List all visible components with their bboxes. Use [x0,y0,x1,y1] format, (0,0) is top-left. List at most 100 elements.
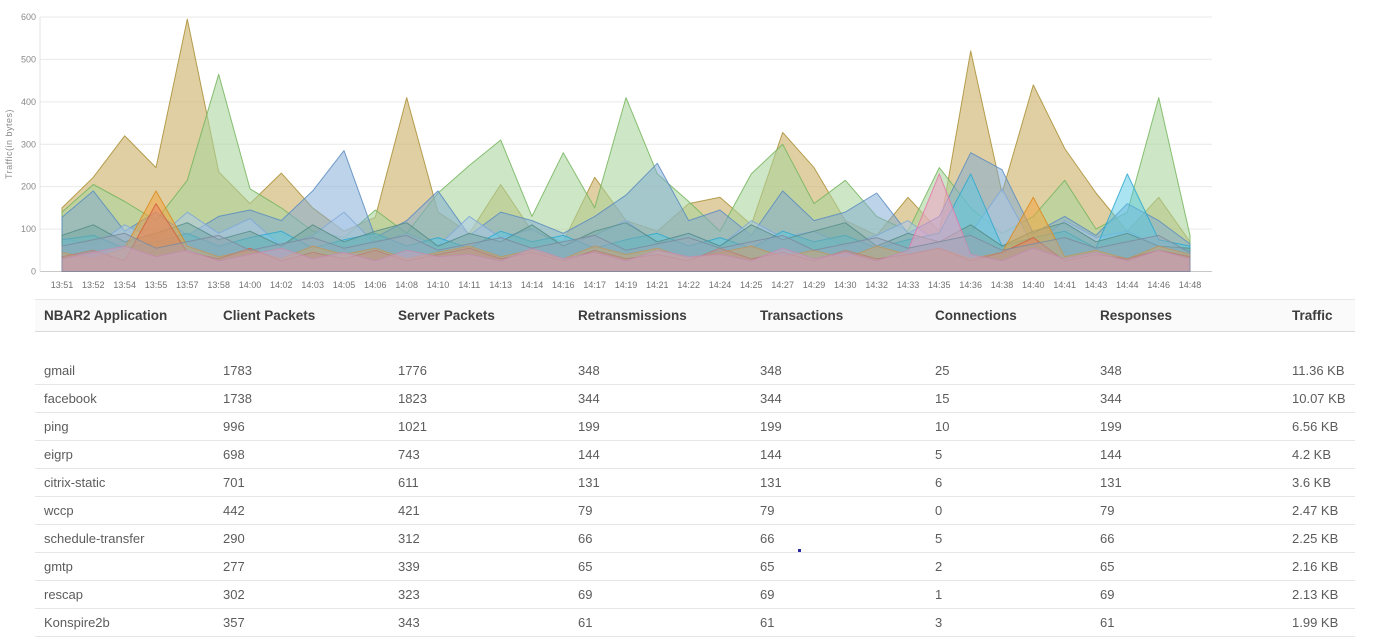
x-tick-label: 14:40 [1022,280,1045,290]
value-cell: 65 [751,552,926,581]
value-cell: 1776 [389,357,569,385]
value-cell: 2 [926,552,1091,581]
x-tick-label: 14:11 [458,280,480,290]
x-tick-label: 14:13 [489,280,512,290]
x-tick-label: 14:19 [615,280,638,290]
value-cell: 65 [569,552,751,581]
value-cell: 61 [569,608,751,637]
value-cell: 6 [926,468,1091,497]
value-cell: 2.13 KB [1283,580,1355,609]
value-cell: 344 [751,384,926,413]
y-tick-label: 400 [21,97,36,107]
series-area-konspire2b[interactable] [61,232,1191,272]
value-cell: 2.16 KB [1283,552,1355,581]
value-cell: 323 [389,580,569,609]
table-row-konspire2b[interactable]: Konspire2b 357 343 61 61 3 61 1.99 KB [35,608,1355,637]
app-name-cell: rescap [35,580,214,609]
x-tick-label: 14:46 [1147,280,1170,290]
value-cell: 442 [214,496,389,525]
app-name-cell: Konspire2b [35,608,214,637]
table-row-rescap[interactable]: rescap 302 323 69 69 1 69 2.13 KB [35,580,1355,609]
x-tick-label: 14:21 [646,280,669,290]
value-cell: 277 [214,552,389,581]
x-tick-label: 13:52 [82,280,105,290]
stray-dot-artifact [798,549,801,552]
col-header-connections[interactable]: Connections [926,299,1091,332]
value-cell: 11.36 KB [1283,357,1355,385]
value-cell: 344 [1091,384,1283,413]
table-row-gmtp[interactable]: gmtp 277 339 65 65 2 65 2.16 KB [35,552,1355,581]
col-header-traffic[interactable]: Traffic [1283,299,1355,332]
x-tick-label: 14:30 [834,280,857,290]
table-row-wccp[interactable]: wccp 442 421 79 79 0 79 2.47 KB [35,496,1355,525]
col-header-responses[interactable]: Responses [1091,299,1283,332]
value-cell: 69 [1091,580,1283,609]
x-tick-label: 14:00 [239,280,262,290]
col-header-retransmissions[interactable]: Retransmissions [569,299,751,332]
x-tick-label: 14:05 [333,280,356,290]
table-row-facebook[interactable]: facebook 1738 1823 344 344 15 344 10.07 KB [35,384,1355,413]
value-cell: 199 [1091,412,1283,441]
x-tick-label: 14:10 [427,280,450,290]
table-row-citrix-static[interactable]: citrix-static 701 611 131 131 6 131 3.6 KB [35,468,1355,497]
value-cell: 698 [214,440,389,469]
value-cell: 344 [569,384,751,413]
nbar2-application-table-section: NBAR2 Application Client Packets Server Pa… [35,299,1355,637]
value-cell: 10.07 KB [1283,384,1355,413]
app-name-cell: eigrp [35,440,214,469]
value-cell: 25 [926,357,1091,385]
value-cell: 5 [926,440,1091,469]
value-cell: 348 [751,357,926,385]
col-header-transactions[interactable]: Transactions [751,299,926,332]
value-cell: 144 [1091,440,1283,469]
y-tick-label: 300 [21,139,36,149]
value-cell: 66 [1091,524,1283,553]
value-cell: 743 [389,440,569,469]
value-cell: 996 [214,412,389,441]
value-cell: 302 [214,580,389,609]
table-row-gmail[interactable]: gmail 1783 1776 348 348 25 348 11.36 KB [35,357,1355,385]
value-cell: 15 [926,384,1091,413]
app-name-cell: citrix-static [35,468,214,497]
traffic-area-chart[interactable]: 0 100 200 300 400 500 600 13:51 13:52 13:54 13:55 1… [0,0,1397,299]
x-tick-label: 14:35 [928,280,951,290]
value-cell: 6.56 KB [1283,412,1355,441]
value-cell: 4.2 KB [1283,440,1355,469]
y-axis-title: Traffic(in bytes) [4,109,14,179]
value-cell: 79 [569,496,751,525]
app-name-cell: ping [35,412,214,441]
x-tick-label: 14:02 [270,280,293,290]
value-cell: 131 [569,468,751,497]
col-header-server-packets[interactable]: Server Packets [389,299,569,332]
x-tick-label: 13:51 [51,280,74,290]
value-cell: 5 [926,524,1091,553]
traffic-chart-svg[interactable]: 0 100 200 300 400 500 600 13:51 13:52 13:54 13:55 1… [0,0,1397,299]
x-tick-label: 13:57 [176,280,199,290]
value-cell: 144 [569,440,751,469]
value-cell: 69 [751,580,926,609]
value-cell: 290 [214,524,389,553]
value-cell: 1 [926,580,1091,609]
value-cell: 348 [1091,357,1283,385]
col-header-nbar2-application[interactable]: NBAR2 Application [35,299,214,332]
table-row-ping[interactable]: ping 996 1021 199 199 10 199 6.56 KB [35,412,1355,441]
value-cell: 131 [751,468,926,497]
series-area-rescap[interactable] [61,173,1191,272]
series-area-facebook[interactable] [61,73,1191,272]
value-cell: 1823 [389,384,569,413]
app-name-cell: schedule-transfer [35,524,214,553]
x-tick-label: 14:06 [364,280,387,290]
value-cell: 339 [389,552,569,581]
value-cell: 343 [389,608,569,637]
value-cell: 131 [1091,468,1283,497]
value-cell: 1738 [214,384,389,413]
table-row-schedule-transfer[interactable]: schedule-transfer 290 312 66 66 5 66 2.25 KB [35,524,1355,553]
value-cell: 421 [389,496,569,525]
value-cell: 79 [1091,496,1283,525]
x-tick-label: 14:22 [677,280,700,290]
value-cell: 2.47 KB [1283,496,1355,525]
x-tick-label: 14:14 [521,280,544,290]
table-row-eigrp[interactable]: eigrp 698 743 144 144 5 144 4.2 KB [35,440,1355,469]
app-name-cell: gmtp [35,552,214,581]
col-header-client-packets[interactable]: Client Packets [214,299,389,332]
